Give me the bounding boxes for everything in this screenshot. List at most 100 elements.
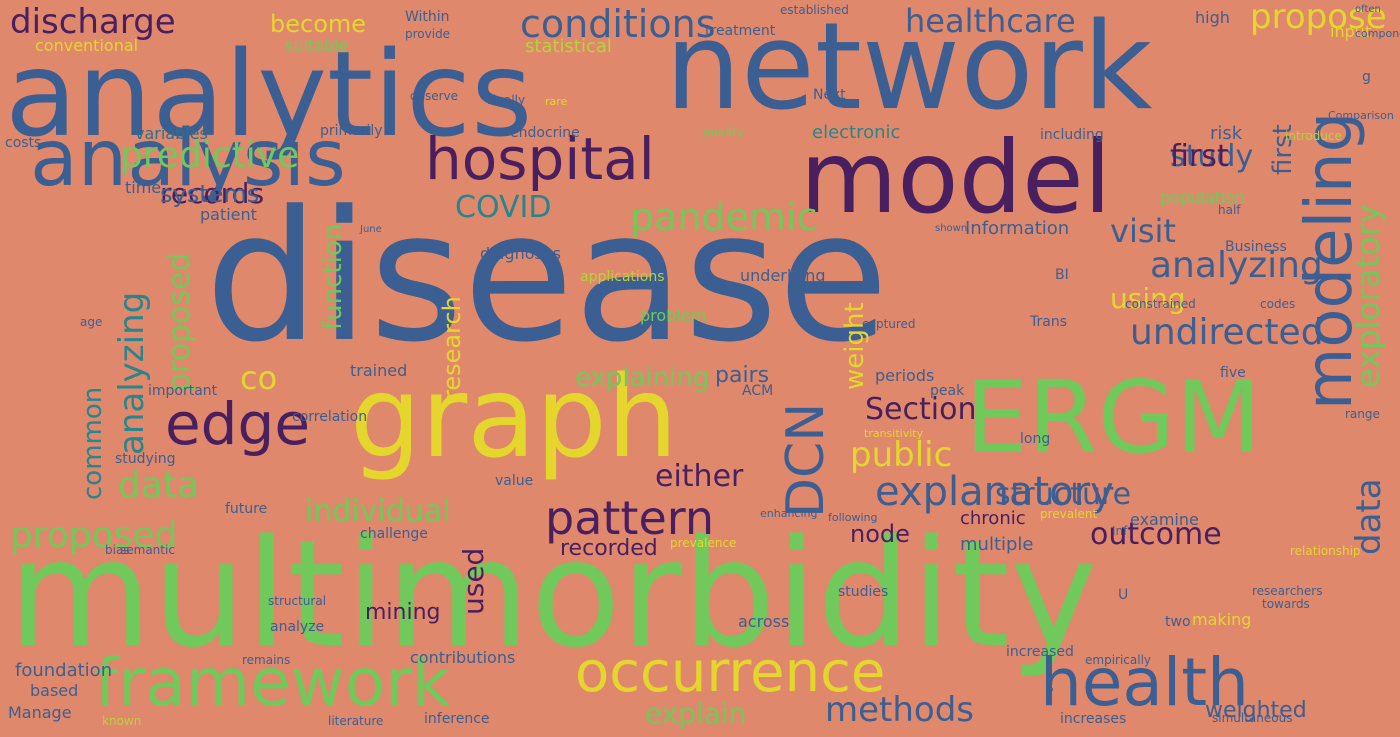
word: patient	[200, 205, 257, 224]
word: multimorbidity	[8, 508, 1098, 680]
word: periods	[875, 366, 935, 385]
word: literature	[328, 714, 384, 728]
word: either	[655, 459, 744, 494]
word: conditions	[520, 2, 716, 46]
word: Within	[405, 9, 450, 25]
word: diagnoses	[480, 244, 562, 263]
word: based	[30, 681, 79, 700]
word: value	[495, 473, 534, 489]
word: Inf	[1112, 524, 1128, 538]
word: long	[1020, 431, 1051, 447]
word: making	[1192, 610, 1252, 629]
word: towards	[1262, 597, 1310, 611]
word: explain	[645, 697, 747, 730]
word: important	[148, 383, 218, 399]
word: edge	[165, 390, 310, 458]
word: individual	[305, 494, 451, 529]
word: pandemic	[630, 195, 818, 239]
word: occurrence	[575, 640, 886, 705]
word: propose	[1250, 0, 1387, 37]
word: empirically	[1085, 653, 1152, 667]
word: including	[1040, 127, 1104, 143]
word: systems	[160, 180, 260, 208]
word: Section	[865, 392, 977, 427]
word: pairs	[715, 363, 770, 388]
word: disease	[205, 173, 889, 382]
word: transitivity	[864, 427, 924, 440]
word: foundation	[15, 660, 113, 681]
word: analyzing	[1150, 245, 1323, 286]
word: S	[1046, 681, 1054, 695]
word: structural	[268, 594, 327, 608]
word: suitable	[285, 36, 349, 55]
word: ERGM	[965, 359, 1262, 476]
word: semantic	[120, 543, 175, 557]
word: examine	[1130, 510, 1199, 529]
word: correlation	[292, 409, 368, 425]
word: enhancing	[760, 507, 818, 520]
word: mining	[365, 600, 441, 625]
word: risk	[1210, 123, 1243, 144]
word: half	[1218, 203, 1241, 217]
word: five	[1220, 365, 1246, 381]
word: treatment	[705, 23, 776, 39]
word: future	[225, 501, 268, 517]
word: studying	[115, 451, 176, 467]
word: Information	[965, 218, 1070, 239]
word: structure	[995, 477, 1132, 512]
word: COVID	[455, 190, 552, 225]
word: predictive	[120, 135, 300, 176]
word: costs	[5, 135, 42, 151]
word: bias	[105, 543, 130, 557]
word: Finally	[487, 93, 526, 107]
word: input	[1330, 22, 1372, 41]
word: high	[1195, 8, 1230, 27]
word: g	[1362, 69, 1371, 85]
word: across	[738, 612, 790, 631]
word: analyzing	[112, 291, 152, 455]
word: explaining	[575, 363, 710, 393]
word: multiple	[960, 534, 1034, 555]
word: component	[1355, 27, 1400, 40]
word: statistical	[525, 36, 612, 57]
word: quality	[703, 125, 745, 139]
word: undirected	[1130, 312, 1324, 353]
word: researchers	[1252, 584, 1323, 598]
word: provide	[405, 27, 451, 41]
word: network	[665, 0, 1153, 137]
word: range	[1345, 407, 1380, 421]
word: Comparison	[1328, 109, 1394, 122]
word: problem	[640, 306, 707, 325]
word: contributions	[410, 648, 516, 667]
word: ACM	[742, 383, 774, 399]
word: June	[360, 224, 382, 235]
word: analyze	[270, 619, 325, 635]
word: records	[160, 177, 265, 210]
word: known	[102, 714, 142, 728]
word: healthcare	[905, 2, 1076, 40]
word: often	[1355, 4, 1381, 15]
word: endocrine	[510, 125, 580, 141]
word: health	[1040, 644, 1249, 721]
word: Manage	[8, 703, 72, 722]
word: proposed	[10, 515, 178, 556]
word: exploratory	[1349, 204, 1387, 388]
word: explanatory	[875, 469, 1114, 515]
word: variables	[135, 124, 208, 143]
word: challenge	[360, 526, 428, 542]
word: chronic	[960, 508, 1026, 529]
word: time	[125, 178, 162, 197]
word: function	[318, 223, 348, 330]
word: applications	[580, 269, 665, 285]
word: prevalence	[670, 536, 737, 550]
word: captured	[862, 317, 916, 331]
word: research	[438, 296, 466, 400]
word: co	[240, 359, 278, 397]
word: visit	[1110, 212, 1176, 250]
word: increased	[1006, 644, 1074, 660]
word: pattern	[545, 491, 715, 545]
word: weighted	[1205, 698, 1307, 723]
word: shown	[935, 223, 968, 234]
word: underlying	[740, 266, 826, 285]
